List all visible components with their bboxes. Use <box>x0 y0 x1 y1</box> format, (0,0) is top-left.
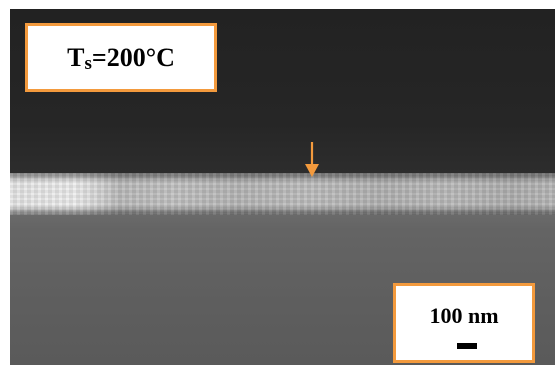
arrow-down-icon <box>305 142 319 177</box>
scale-bar-label: 100 nm <box>429 303 499 328</box>
temperature-label-subscript: s <box>84 52 92 74</box>
scale-bar <box>457 343 477 349</box>
temperature-label-value: =200°C <box>91 42 175 72</box>
bright-film-layer <box>10 173 555 215</box>
scale-bar-box: 100 nm <box>393 283 535 363</box>
temperature-label-prefix: T <box>67 42 85 72</box>
